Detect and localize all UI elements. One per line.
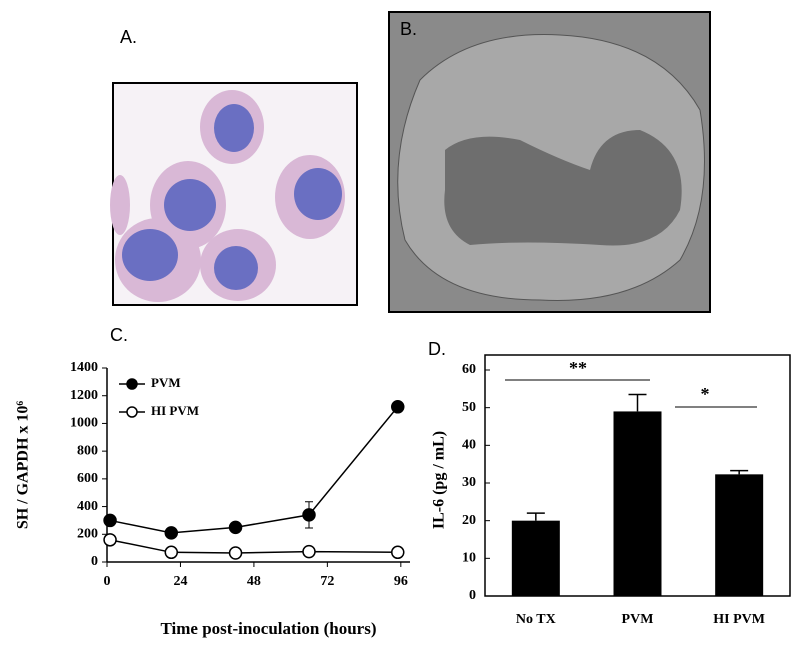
y-tick-label: 800 — [77, 443, 98, 458]
y-tick-label: 0 — [469, 588, 476, 603]
y-tick-label: 600 — [77, 471, 98, 486]
y-tick-label: 40 — [462, 438, 476, 453]
x-tick-label: 0 — [104, 574, 111, 589]
data-point — [103, 533, 117, 547]
legend-marker — [126, 378, 138, 390]
error-bar — [526, 512, 545, 521]
series-line — [109, 539, 398, 554]
x-tick-label: HI PVM — [713, 612, 765, 627]
y-tick-label: 1400 — [70, 360, 98, 375]
data-point — [302, 508, 316, 522]
x-tick-label: 96 — [394, 574, 408, 589]
micrograph-a — [110, 82, 358, 306]
x-axis-label: Time post-inoculation (hours) — [161, 619, 377, 638]
x-tick-label: 24 — [173, 574, 187, 589]
data-point — [302, 544, 316, 559]
y-axis-label: IL-6 (pg / mL) — [431, 431, 448, 529]
error-bar — [730, 469, 749, 475]
data-point — [164, 526, 179, 540]
y-tick-label: 60 — [462, 362, 476, 377]
panel-label: C. — [110, 325, 128, 345]
error-bar — [628, 393, 647, 412]
legend-marker — [126, 406, 138, 418]
y-tick-label: 400 — [77, 499, 98, 514]
y-tick-label: 20 — [462, 513, 476, 528]
y-tick-label: 200 — [77, 527, 98, 542]
panel-label: D. — [428, 339, 446, 359]
x-tick-label: PVM — [622, 612, 654, 627]
panel-label: A. — [120, 27, 137, 47]
y-tick-label: 30 — [462, 475, 476, 490]
x-tick-label: 72 — [320, 574, 334, 589]
y-tick-label: 1000 — [70, 416, 98, 431]
y-tick-label: 10 — [462, 551, 476, 566]
x-tick-label: No TX — [516, 612, 556, 627]
panel-label: B. — [400, 19, 417, 39]
y-tick-label: 1200 — [70, 388, 98, 403]
annotation: ** — [569, 358, 587, 378]
data-point — [228, 520, 243, 535]
y-axis-label: SH / GAPDH x 10⁶ — [15, 401, 32, 530]
data-point — [103, 513, 117, 528]
data-point — [228, 546, 243, 560]
data-point — [164, 545, 179, 560]
series-line — [109, 406, 399, 534]
data-point — [391, 400, 405, 414]
data-point — [391, 545, 405, 560]
bar — [715, 474, 764, 596]
legend-label: PVM — [151, 375, 181, 390]
legend-label: HI PVM — [151, 403, 199, 418]
bar — [613, 411, 662, 596]
annotation: * — [701, 384, 710, 404]
x-tick-label: 48 — [247, 574, 261, 589]
bar — [511, 520, 560, 596]
micrograph-b — [388, 11, 711, 313]
y-tick-label: 50 — [462, 400, 476, 415]
y-tick-label: 0 — [91, 554, 98, 569]
